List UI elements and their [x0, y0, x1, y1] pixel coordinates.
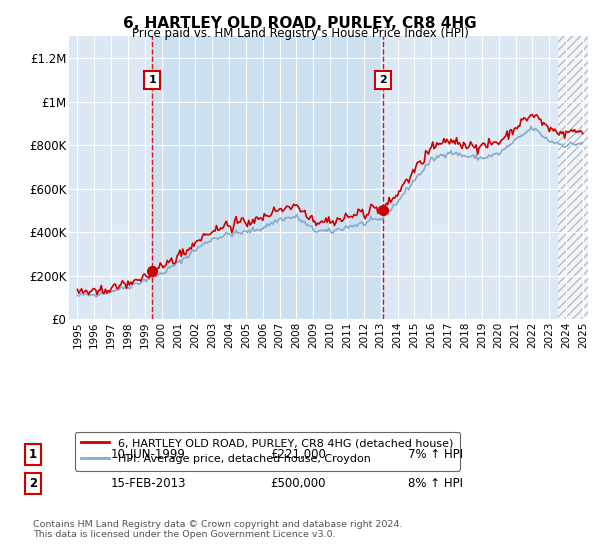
- Legend: 6, HARTLEY OLD ROAD, PURLEY, CR8 4HG (detached house), HPI: Average price, detac: 6, HARTLEY OLD ROAD, PURLEY, CR8 4HG (de…: [74, 432, 460, 470]
- Bar: [557, 36, 588, 319]
- Text: 2: 2: [29, 477, 37, 490]
- Text: Contains HM Land Registry data © Crown copyright and database right 2024.
This d: Contains HM Land Registry data © Crown c…: [33, 520, 403, 539]
- Text: 10-JUN-1999: 10-JUN-1999: [111, 448, 186, 461]
- Bar: [152, 36, 383, 319]
- Text: 15-FEB-2013: 15-FEB-2013: [111, 477, 187, 490]
- Text: £221,000: £221,000: [270, 448, 326, 461]
- Text: 1: 1: [29, 448, 37, 461]
- Text: 1: 1: [148, 75, 156, 85]
- Text: 7% ↑ HPI: 7% ↑ HPI: [408, 448, 463, 461]
- Text: £500,000: £500,000: [270, 477, 325, 490]
- Text: 2: 2: [379, 75, 386, 85]
- Bar: [557, 36, 588, 319]
- Text: 6, HARTLEY OLD ROAD, PURLEY, CR8 4HG: 6, HARTLEY OLD ROAD, PURLEY, CR8 4HG: [123, 16, 477, 31]
- Text: Price paid vs. HM Land Registry's House Price Index (HPI): Price paid vs. HM Land Registry's House …: [131, 27, 469, 40]
- Text: 8% ↑ HPI: 8% ↑ HPI: [408, 477, 463, 490]
